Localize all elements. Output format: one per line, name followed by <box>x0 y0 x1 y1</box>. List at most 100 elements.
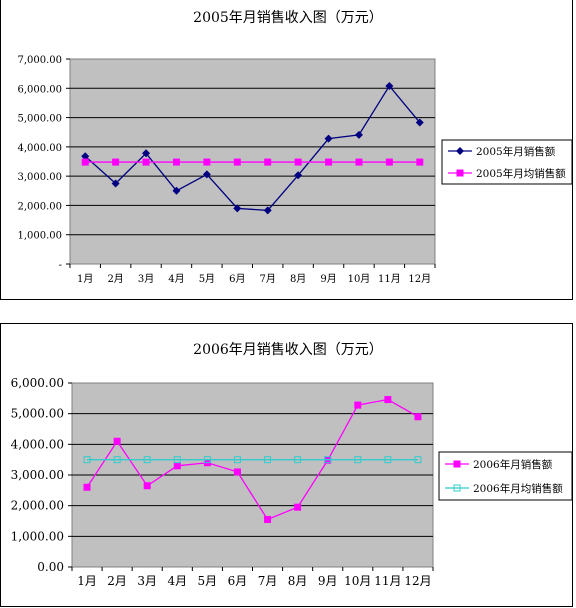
chart1-legend <box>441 139 573 185</box>
chart1-title: 2005年月销售收入图（万元） <box>193 10 383 26</box>
chart2-ytick-label: 5,000.00 <box>11 407 64 421</box>
chart2-ytick-label: 0.00 <box>37 560 64 574</box>
chart1-xtick-label: 6月 <box>229 273 245 285</box>
chart2-series-1-point <box>264 456 272 464</box>
chart1-ytick-label: 7,000.00 <box>17 55 62 66</box>
chart1-ytick-label: 2,000.00 <box>17 201 62 212</box>
chart2-series-1-point <box>324 456 332 464</box>
chart2-series-line-0 <box>86 398 419 521</box>
chart2-legend <box>438 451 573 501</box>
chart1-series-1-point <box>264 158 272 166</box>
chart1-series-1-point <box>112 158 120 166</box>
chart2-xtick-label: 9月 <box>318 574 338 588</box>
chart2-series-0-point <box>113 437 121 445</box>
chart2-xtick-label: 5月 <box>198 574 218 588</box>
chart2-ytick-label: 6,000.00 <box>11 376 64 390</box>
chart1-xtick-label: 9月 <box>320 273 336 285</box>
chart1-series-1-point <box>233 158 241 166</box>
chart2-series-1-point <box>173 456 181 464</box>
chart1-xtick-label: 4月 <box>168 273 184 285</box>
chart1-series-0-point <box>142 149 151 158</box>
chart1-ytick-label: 4,000.00 <box>17 143 62 154</box>
chart-panel-2005: 2005年月销售收入图（万元） - 1,000.00 2,000.00 3,000.00… <box>0 0 573 300</box>
chart1-xtick-label: 10月 <box>348 273 371 285</box>
chart2-series-0-point <box>354 401 362 409</box>
chart1-series-1-point <box>294 158 302 166</box>
chart2-series-0-point <box>233 468 241 476</box>
chart1-series-1-point <box>355 158 363 166</box>
chart2-xtick-label: 2月 <box>107 574 127 588</box>
chart-panel-2006: 2006年月销售收入图（万元） 0.00 1,000.00 2,000.00 3,000… <box>0 323 573 607</box>
chart1-series-1-point <box>416 158 424 166</box>
chart1-series-1-point <box>325 158 333 166</box>
chart2-ytick-label: 4,000.00 <box>11 437 64 451</box>
chart1-series-0-point <box>202 170 211 179</box>
chart2-series-1-point <box>113 456 121 464</box>
chart1-series-line-0 <box>84 84 421 212</box>
chart1-series-0-point <box>172 186 181 195</box>
chart1-xtick-label: 3月 <box>138 273 154 285</box>
chart2-xtick-label: 11月 <box>374 574 401 588</box>
chart1-ytick-label: 6,000.00 <box>17 84 62 95</box>
chart2-series-1-point <box>233 456 241 464</box>
chart2-xtick-label: 4月 <box>167 574 187 588</box>
chart1-series-1-point <box>142 158 150 166</box>
chart1-series-1-point <box>385 158 393 166</box>
chart1-xtick-label: 12月 <box>408 273 431 285</box>
chart2-series-0-point <box>384 396 392 404</box>
chart1-series-1-point <box>81 158 89 166</box>
chart2-legend-swatch-marker <box>453 484 461 492</box>
chart1-series-0-point <box>111 179 120 188</box>
chart2-title: 2006年月销售收入图（万元） <box>193 342 383 358</box>
chart2-xtick-label: 3月 <box>137 574 157 588</box>
chart1-series-1-point <box>172 158 180 166</box>
chart1-xtick-label: 2月 <box>107 273 123 285</box>
chart2-series-0-point <box>264 515 272 523</box>
chart1-xtick-label: 5月 <box>199 273 215 285</box>
chart2-legend-label-1: 2006年月均销售额 <box>473 482 563 495</box>
chart-2005: 2005年月销售收入图（万元） - 1,000.00 2,000.00 3,000.00… <box>17 10 573 285</box>
chart1-series-0-point <box>385 81 394 90</box>
chart1-ytick-label: 1,000.00 <box>17 231 62 242</box>
chart2-xtick-label: 6月 <box>228 574 248 588</box>
chart1-legend-swatch-marker <box>456 169 464 177</box>
chart2-series-1-point <box>294 456 302 464</box>
chart1-xtick-label: 8月 <box>290 273 306 285</box>
chart1-series-1-point <box>203 158 211 166</box>
chart1-series-0-point <box>294 171 303 180</box>
chart2-series-1-point <box>83 456 91 464</box>
chart2-series-1-point <box>354 456 362 464</box>
chart2-series-0-point <box>173 462 181 470</box>
chart2-xtick-label: 8月 <box>288 574 308 588</box>
chart1-ytick-label: - <box>59 260 62 271</box>
chart1-ytick-label: 5,000.00 <box>17 114 62 125</box>
chart1-xtick-label: 1月 <box>77 273 93 285</box>
chart2-series-1-point <box>414 456 422 464</box>
chart1-series-0-point <box>263 206 272 215</box>
chart1-xtick-label: 11月 <box>378 273 401 285</box>
chart2-xtick-label: 1月 <box>77 574 97 588</box>
chart2-ytick-label: 2,000.00 <box>11 499 64 513</box>
chart1-series-0-point <box>81 152 90 161</box>
chart2-legend-swatch-marker <box>453 460 461 468</box>
chart2-series-0-point <box>83 483 91 491</box>
chart2-ytick-label: 3,000.00 <box>11 468 64 482</box>
chart2-series-0-point <box>294 503 302 511</box>
chart1-legend-label-0: 2005年月销售额 <box>476 145 556 158</box>
chart2-series-1-point <box>384 456 392 464</box>
chart2-legend-label-0: 2006年月销售额 <box>473 458 553 471</box>
chart1-legend-swatch-marker <box>456 147 464 155</box>
chart2-series-1-point <box>143 456 151 464</box>
chart-2006: 2006年月销售收入图（万元） 0.00 1,000.00 2,000.00 3,000… <box>11 342 573 588</box>
chart1-series-0-point <box>324 134 333 143</box>
chart1-series-0-point <box>415 118 424 127</box>
chart2-xtick-label: 10月 <box>344 574 371 588</box>
chart2-ytick-label: 1,000.00 <box>11 529 64 543</box>
chart2-xtick-label: 12月 <box>404 574 431 588</box>
chart2-series-0-point <box>414 413 422 421</box>
chart2-xtick-label: 7月 <box>258 574 278 588</box>
chart1-ytick-label: 3,000.00 <box>17 172 62 183</box>
chart1-series-0-point <box>354 130 363 139</box>
chart1-legend-label-1: 2005年月均销售额 <box>476 167 566 180</box>
chart2-series-1-point <box>203 456 211 464</box>
